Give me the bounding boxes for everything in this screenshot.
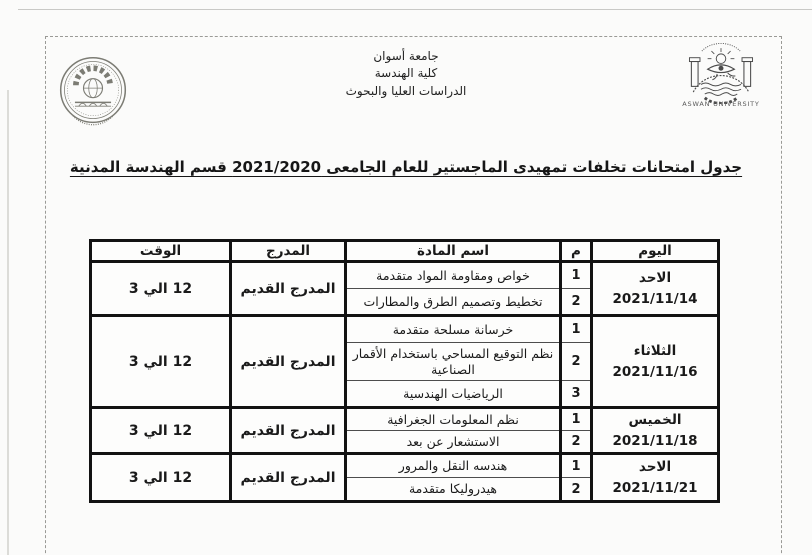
subject-cell: الاستشعار عن بعد [344, 430, 562, 455]
table-header-row: اليوم م اسم المادة المدرج الوقت [89, 239, 720, 263]
hall-cell: المدرج القديم [229, 406, 347, 455]
aswan-university-caption: ASWAN UNIVERSITY [682, 100, 760, 108]
day-date: 2021/11/16 [612, 363, 698, 380]
day-name: الاحد [638, 459, 672, 476]
day-name: الخميس [628, 412, 682, 429]
day-cell: الاحد 2021/11/21 [590, 452, 720, 503]
table-row: الثلاثاء 2021/11/16 1 خرسانة مسلحة متقدم… [89, 314, 720, 409]
column-header-time: الوقت [89, 239, 232, 263]
exam-schedule-table-wrapper: اليوم م اسم المادة المدرج الوقت الاحد 20… [89, 239, 720, 503]
time-cell: 12 الي 3 [89, 314, 232, 409]
row-number: 1 [559, 452, 593, 478]
day-date: 2021/11/14 [612, 290, 698, 307]
time-cell: 12 الي 3 [89, 406, 232, 455]
document-title: جدول امتحانات تخلفات تمهيدى الماجستير لل… [69, 158, 743, 176]
table-row: 2 هيدروليكا متقدمة [91, 477, 719, 503]
subject-cell: الرياضيات الهندسية [344, 380, 562, 409]
row-number: 2 [559, 430, 593, 455]
faculty-of-engineering-seal-icon [59, 56, 127, 126]
day-name: الاحد [638, 270, 672, 287]
row-number: 2 [559, 342, 593, 381]
time-cell: 12 الي 3 [89, 260, 232, 317]
table-row: 3 الرياضيات الهندسية [91, 380, 719, 409]
column-header-number: م [559, 239, 593, 263]
day-name: الثلاثاء [633, 343, 677, 360]
table-row: 2 تخطيط وتصميم الطرق والمطارات [91, 288, 719, 317]
exam-schedule-table: اليوم م اسم المادة المدرج الوقت الاحد 20… [89, 239, 720, 503]
page-dashed-border [45, 36, 782, 555]
org-line-faculty: كلية الهندسة [374, 66, 438, 81]
column-header-hall: المدرج [229, 239, 347, 263]
row-number: 1 [559, 260, 593, 289]
subject-cell: خواص ومقاومة المواد متقدمة [344, 260, 562, 289]
org-header-block: جامعة أسوان كلية الهندسة الدراسات العليا… [281, 48, 531, 100]
hall-cell: المدرج القديم [229, 314, 347, 409]
scan-artifact-line [18, 9, 812, 10]
column-header-subject: اسم المادة [344, 239, 562, 263]
day-cell: الاحد 2021/11/14 [590, 260, 720, 317]
subject-cell: خرسانة مسلحة متقدمة [344, 314, 562, 343]
table-row: 2 الاستشعار عن بعد [91, 430, 719, 455]
org-line-university: جامعة أسوان [373, 49, 439, 63]
row-number: 1 [559, 406, 593, 431]
subject-cell: تخطيط وتصميم الطرق والمطارات [344, 288, 562, 317]
table-row: الاحد 2021/11/21 1 هندسه النقل والمرور ا… [89, 452, 720, 503]
row-number: 2 [559, 288, 593, 317]
day-date: 2021/11/21 [612, 479, 698, 496]
row-number: 3 [559, 380, 593, 409]
hall-cell: المدرج القديم [229, 260, 347, 317]
day-cell: الخميس 2021/11/18 [590, 406, 720, 455]
table-row: الاحد 2021/11/14 1 خواص ومقاومة المواد م… [89, 260, 720, 317]
subject-cell: نظم المعلومات الجغرافية [344, 406, 562, 431]
org-line-graduate-studies: الدراسات العليا والبحوث [345, 83, 467, 98]
table-row: 2 نظم التوقيع المساحي باستخدام الأقمار ا… [91, 342, 719, 381]
aswan-university-seal-icon [688, 43, 754, 104]
subject-cell: هندسه النقل والمرور [344, 452, 562, 478]
column-header-day: اليوم [590, 239, 720, 263]
row-number: 1 [559, 314, 593, 343]
subject-cell: هيدروليكا متقدمة [344, 477, 562, 503]
scan-artifact-streak [7, 90, 9, 555]
subject-cell: نظم التوقيع المساحي باستخدام الأقمار الص… [344, 342, 562, 381]
row-number: 2 [559, 477, 593, 503]
day-cell: الثلاثاء 2021/11/16 [590, 314, 720, 409]
table-row: الخميس 2021/11/18 1 نظم المعلومات الجغرا… [89, 406, 720, 455]
day-date: 2021/11/18 [612, 432, 698, 449]
time-cell: 12 الي 3 [89, 452, 232, 503]
hall-cell: المدرج القديم [229, 452, 347, 503]
